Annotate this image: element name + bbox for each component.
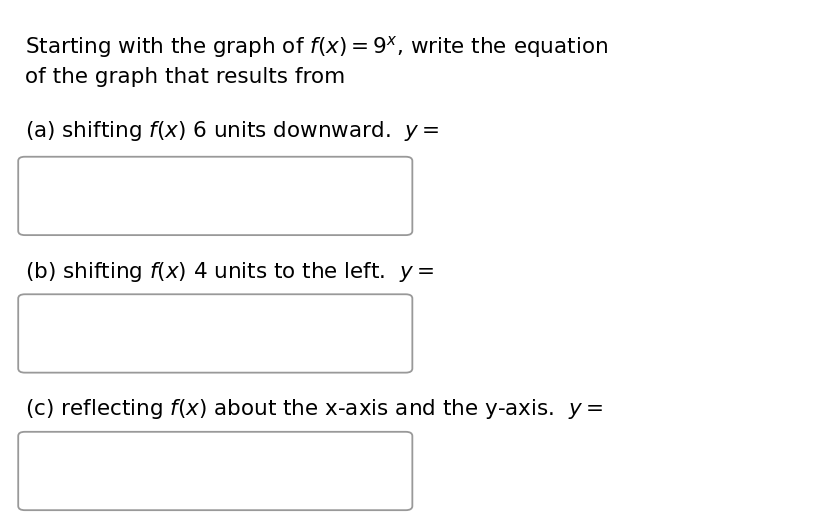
Text: Starting with the graph of $f(x) = 9^{x}$, write the equation: Starting with the graph of $f(x) = 9^{x}…	[25, 34, 607, 60]
Text: (a) shifting $f(x)$ 6 units downward.  $y =$: (a) shifting $f(x)$ 6 units downward. $y…	[25, 119, 438, 143]
Text: of the graph that results from: of the graph that results from	[25, 67, 345, 88]
Text: (c) reflecting $f(x)$ about the x-axis and the y-axis.  $y =$: (c) reflecting $f(x)$ about the x-axis a…	[25, 397, 602, 421]
Text: (b) shifting $f(x)$ 4 units to the left.  $y =$: (b) shifting $f(x)$ 4 units to the left.…	[25, 260, 433, 283]
